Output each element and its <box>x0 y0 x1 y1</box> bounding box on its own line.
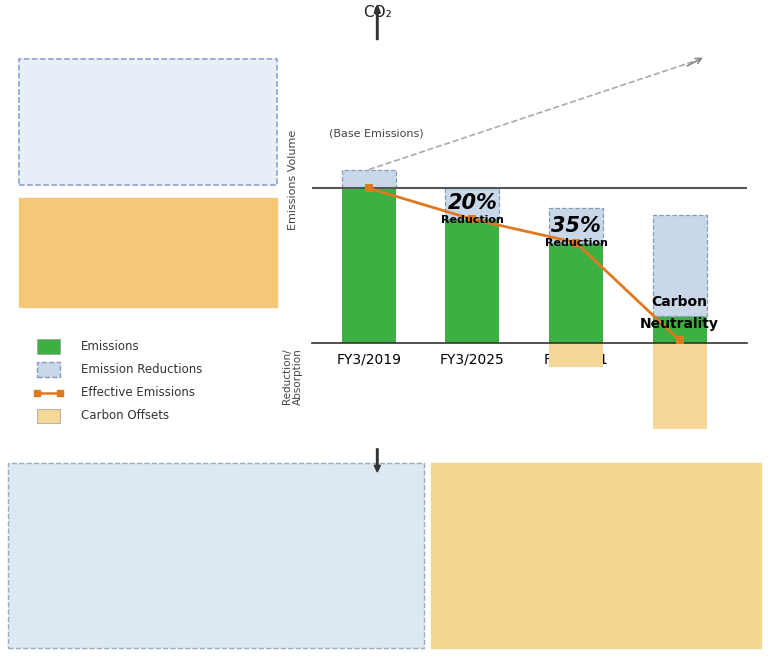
Bar <box>342 170 396 188</box>
Text: Forest protection activities, tree planting: Forest protection activities, tree plant… <box>445 504 672 513</box>
Text: Emission Reductions: Emission Reductions <box>81 363 203 376</box>
Bar <box>342 188 396 343</box>
Text: Biodiesel fuel, etc.: Biodiesel fuel, etc. <box>22 566 125 576</box>
Bar <box>446 188 499 219</box>
Bar <box>653 343 707 429</box>
Text: Emissions: Emissions <box>81 340 139 353</box>
Text: (Base Year): (Base Year) <box>346 482 409 492</box>
Bar <box>549 343 603 367</box>
Text: Energy conservation: Energy conservation <box>22 467 176 480</box>
Bar <box>549 243 603 343</box>
Bar <box>653 214 707 315</box>
Text: Carbon: Carbon <box>651 295 708 310</box>
Text: Reduction: Reduction <box>441 214 504 224</box>
Text: Carbon Offsets: Carbon Offsets <box>445 467 557 480</box>
Text: 35%: 35% <box>551 216 601 236</box>
Text: Scenario if no
action taken: Scenario if no action taken <box>92 104 206 138</box>
Bar <box>653 315 707 343</box>
Text: Effective Emissions: Effective Emissions <box>81 386 195 399</box>
Text: EV trucks, FCV trucks: EV trucks, FCV trucks <box>227 484 346 494</box>
Text: Hydrogen engines: Hydrogen engines <box>227 500 329 510</box>
Text: Switch to LEDs, etc.: Switch to LEDs, etc. <box>22 515 132 525</box>
Text: Carbon Offsets: Carbon Offsets <box>81 409 169 422</box>
Text: Reduction/
Absorption: Reduction/ Absorption <box>282 348 303 405</box>
Text: Via carbon credits: Via carbon credits <box>445 484 546 494</box>
Text: 20%: 20% <box>447 193 497 213</box>
Text: Eelgrass seedling cultivation, etc.: Eelgrass seedling cultivation, etc. <box>445 523 633 533</box>
Text: Scenario if carbon
neutrality is achieved: Scenario if carbon neutrality is achieve… <box>59 234 239 269</box>
Text: CO₂: CO₂ <box>363 5 392 20</box>
Text: Renewable energy: Renewable energy <box>22 534 160 547</box>
Bar <box>446 219 499 343</box>
Text: Alternative fuels to diesel oil, etc.: Alternative fuels to diesel oil, etc. <box>227 515 414 525</box>
Text: Reduction: Reduction <box>544 238 608 248</box>
Text: Introduce 18 Pallet trucks: Introduce 18 Pallet trucks <box>22 500 165 510</box>
Text: New technologies: New technologies <box>227 467 360 480</box>
Bar <box>549 209 603 243</box>
Text: Improve loading efficiency: Improve loading efficiency <box>22 484 169 494</box>
Text: Emissions Volume: Emissions Volume <box>288 129 297 230</box>
Text: Switch to renewable energy: Switch to renewable energy <box>22 550 177 560</box>
Text: Neutrality: Neutrality <box>640 317 719 331</box>
Text: (Base Emissions): (Base Emissions) <box>330 129 424 139</box>
